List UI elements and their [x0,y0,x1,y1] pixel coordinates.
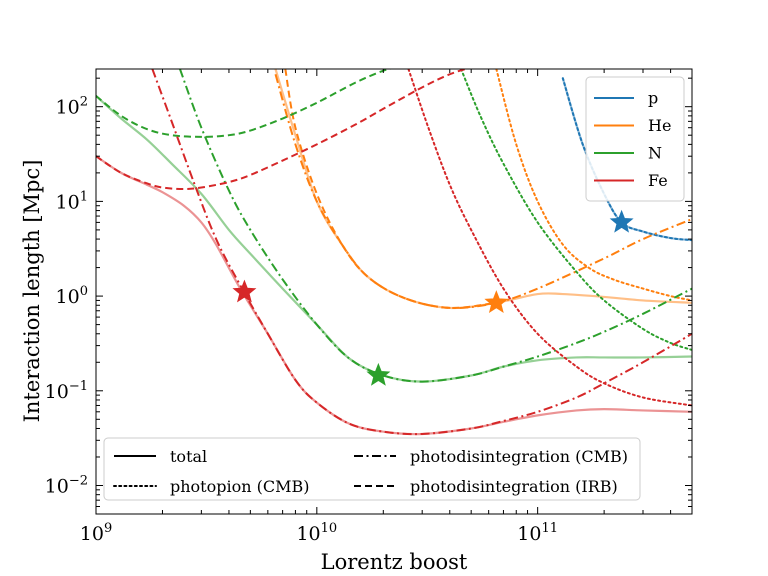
series-n-dotted [460,69,692,351]
y-axis-label: Interaction length [Mpc] [20,160,44,423]
star-marker-fe [232,279,257,303]
style-legend: total photodisintegration (CMB) photopion … [103,437,641,501]
legend-label-dotted: photopion (CMB) [170,477,310,496]
series-fe-dashed [96,69,470,191]
legend-label-p: p [648,89,658,108]
style-legend-box [103,437,641,501]
series-n-dashed [96,69,394,138]
star-marker-he [484,290,509,313]
species-legend-box [585,76,685,202]
y-tick-label: 10−2 [45,473,88,497]
series-fe-dotted [407,69,692,407]
legend-label-solid: total [170,447,207,466]
legend-label-dashdot: photodisintegration (CMB) [410,447,628,466]
x-tick-label: 109 [80,521,112,545]
series-he-dotted [495,69,692,302]
series-he-dashed [284,69,497,309]
x-axis-label: Lorentz boost [321,550,468,574]
star-marker-n [366,362,391,386]
y-tick-label: 102 [56,95,88,119]
x-tick-label: 1010 [296,521,337,545]
y-tick-label: 100 [56,284,88,308]
y-tick-label: 101 [56,189,88,213]
legend-label-n: N [648,144,662,163]
ticks-layer [95,69,693,515]
series-n-dashdot [179,69,692,383]
plot-frame [95,68,693,515]
legend-label-he: He [648,116,671,135]
x-tick-label: 1011 [517,521,558,545]
legend-label-dashed: photodisintegration (IRB) [410,477,618,496]
tick-labels-layer: 109 1010 1011 10−2 10−1 100 101 102 [45,95,558,545]
y-tick-label: 10−1 [45,379,88,403]
series-he-dashdot [274,73,692,310]
legend-label-fe: Fe [648,171,668,190]
series-fe-solid [96,155,692,436]
species-legend: p He N Fe [585,76,685,202]
series-n-solid [96,95,692,383]
series-fe-dashdot [151,69,692,436]
star-marker-p [609,209,634,233]
marker-layer [232,209,634,386]
